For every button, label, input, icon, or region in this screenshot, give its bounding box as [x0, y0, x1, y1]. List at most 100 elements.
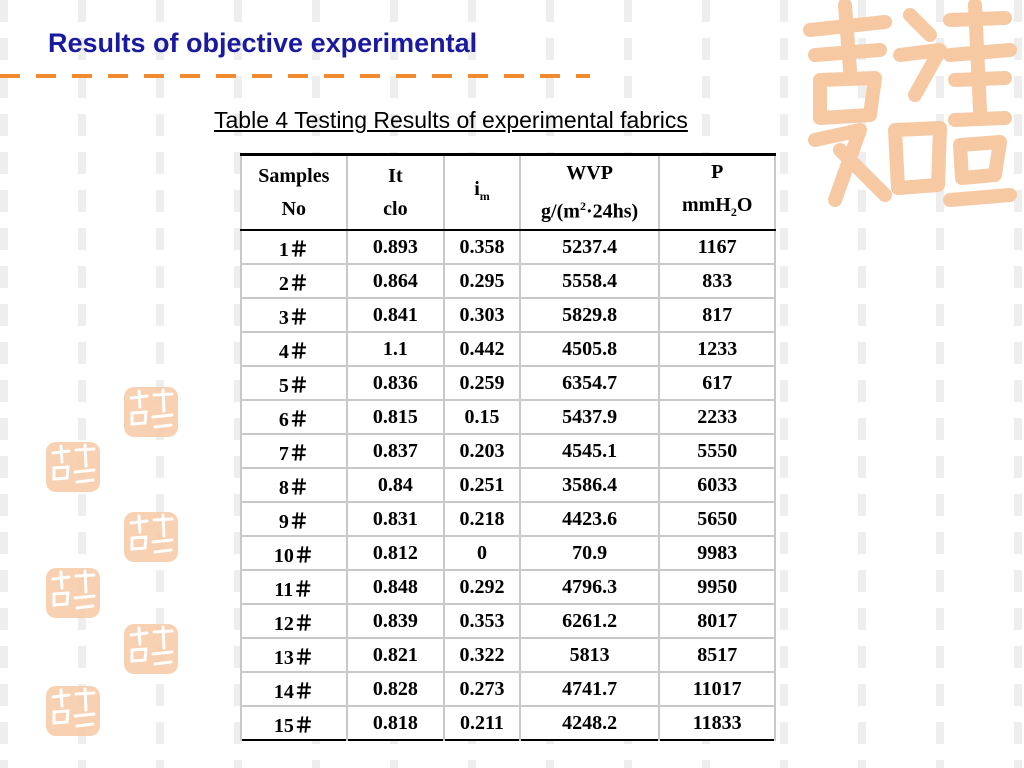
decorative-seal-small — [124, 512, 178, 562]
cell-im: 0.303 — [443, 298, 521, 333]
header-samples-line2: No — [281, 197, 307, 220]
header-p-unit-sub: 2 — [730, 205, 737, 219]
decorative-seal-large — [803, 0, 1017, 207]
cell-wvp: 4423.6 — [518, 502, 661, 537]
cell-im: 0.292 — [443, 570, 521, 605]
header-wvp-unit-pre: g/(m — [541, 200, 580, 223]
table-row: 10＃ 0.812 0 70.9 9983 — [240, 536, 776, 571]
cell-p: 1233 — [658, 332, 776, 367]
table-row: 8＃ 0.84 0.251 3586.4 6033 — [240, 468, 776, 503]
header-samples: Samples No — [240, 154, 348, 231]
cell-im: 0.295 — [443, 264, 521, 299]
header-wvp-line1: WVP — [566, 161, 613, 184]
cell-im: 0.211 — [443, 706, 521, 740]
table-header-row: Samples No It clo im WVP g/(m2·24hs) P m… — [240, 154, 776, 231]
slide-title: Results of objective experimental — [48, 28, 478, 58]
table-row: 5＃ 0.836 0.259 6354.7 617 — [240, 366, 776, 401]
cell-p: 11833 — [658, 706, 776, 740]
header-p-line1: P — [711, 161, 724, 183]
cell-it: 0.812 — [345, 536, 446, 571]
cell-wvp: 5813 — [518, 638, 661, 673]
cell-p: 8517 — [658, 638, 776, 673]
cell-it: 0.815 — [345, 400, 446, 435]
header-wvp-unit-post: ·24hs) — [585, 200, 639, 223]
cell-im: 0.273 — [443, 672, 521, 707]
cell-wvp: 5829.8 — [518, 298, 661, 333]
cell-im: 0.203 — [443, 434, 521, 469]
decorative-seal-small — [46, 442, 100, 492]
decorative-seal-small — [124, 387, 178, 437]
header-it: It clo — [345, 154, 446, 231]
header-im-base: i — [474, 177, 480, 200]
cell-wvp: 4741.7 — [518, 672, 661, 707]
cell-sample: 4＃ — [240, 332, 348, 367]
cell-sample: 1＃ — [240, 230, 348, 265]
cell-it: 0.864 — [345, 264, 446, 299]
cell-im: 0.15 — [443, 400, 521, 435]
header-it-line1: It — [388, 164, 403, 187]
cell-sample: 13＃ — [240, 638, 348, 673]
cell-p: 9983 — [658, 536, 776, 571]
results-table: Samples No It clo im WVP g/(m2·24hs) P m… — [240, 153, 776, 741]
cell-it: 0.818 — [345, 706, 446, 740]
cell-wvp: 5237.4 — [518, 230, 661, 265]
table-row: 2＃ 0.864 0.295 5558.4 833 — [240, 264, 776, 299]
table-row: 11＃ 0.848 0.292 4796.3 9950 — [240, 570, 776, 605]
cell-sample: 2＃ — [240, 264, 348, 299]
cell-it: 0.821 — [345, 638, 446, 673]
cell-p: 6033 — [658, 468, 776, 503]
cell-sample: 8＃ — [240, 468, 348, 503]
cell-it: 0.837 — [345, 434, 446, 469]
cell-wvp: 6261.2 — [518, 604, 661, 639]
cell-wvp: 4505.8 — [518, 332, 661, 367]
table-caption: Table 4 Testing Results of experimental … — [214, 107, 688, 133]
decorative-seal-small — [46, 568, 100, 618]
cell-wvp: 5558.4 — [518, 264, 661, 299]
cell-sample: 15＃ — [240, 706, 348, 740]
header-p-line2: mmH2O — [660, 189, 774, 229]
cell-it: 1.1 — [345, 332, 446, 367]
cell-wvp: 4796.3 — [518, 570, 661, 605]
cell-p: 5650 — [658, 502, 776, 537]
cell-sample: 12＃ — [240, 604, 348, 639]
cell-p: 817 — [658, 298, 776, 333]
cell-p: 8017 — [658, 604, 776, 639]
table-row: 15＃ 0.818 0.211 4248.2 11833 — [240, 706, 776, 740]
cell-wvp: 3586.4 — [518, 468, 661, 503]
cell-it: 0.836 — [345, 366, 446, 401]
cell-p: 5550 — [658, 434, 776, 469]
header-p-unit-post: O — [736, 194, 753, 216]
header-im-sub: m — [479, 188, 490, 203]
cell-im: 0.322 — [443, 638, 521, 673]
cell-im: 0.218 — [443, 502, 521, 537]
cell-it: 0.831 — [345, 502, 446, 537]
cell-it: 0.84 — [345, 468, 446, 503]
table-body: 1＃ 0.893 0.358 5237.4 1167 2＃ 0.864 0.295 5558.… — [240, 230, 776, 740]
header-wvp-line2: g/(m2·24hs) — [521, 190, 659, 229]
header-p-unit-pre: mmH — [681, 194, 731, 216]
header-samples-line1: Samples — [258, 164, 330, 187]
cell-it: 0.828 — [345, 672, 446, 707]
cell-wvp: 70.9 — [518, 536, 661, 571]
table-row: 7＃ 0.837 0.203 4545.1 5550 — [240, 434, 776, 469]
cell-sample: 6＃ — [240, 400, 348, 435]
cell-wvp: 5437.9 — [518, 400, 661, 435]
header-it-line2: clo — [383, 197, 408, 220]
cell-wvp: 6354.7 — [518, 366, 661, 401]
cell-p: 833 — [658, 264, 776, 299]
cell-it: 0.848 — [345, 570, 446, 605]
cell-sample: 14＃ — [240, 672, 348, 707]
cell-p: 617 — [658, 366, 776, 401]
table-row: 1＃ 0.893 0.358 5237.4 1167 — [240, 230, 776, 265]
cell-im: 0 — [443, 536, 521, 571]
header-p: P mmH2O — [658, 154, 776, 231]
cell-sample: 3＃ — [240, 298, 348, 333]
table-row: 3＃ 0.841 0.303 5829.8 817 — [240, 298, 776, 333]
cell-im: 0.358 — [443, 230, 521, 265]
cell-p: 1167 — [658, 230, 776, 265]
cell-im: 0.353 — [443, 604, 521, 639]
cell-wvp: 4248.2 — [518, 706, 661, 740]
cell-it: 0.839 — [345, 604, 446, 639]
cell-sample: 11＃ — [240, 570, 348, 605]
header-wvp-unit-sup: 2 — [579, 198, 586, 213]
